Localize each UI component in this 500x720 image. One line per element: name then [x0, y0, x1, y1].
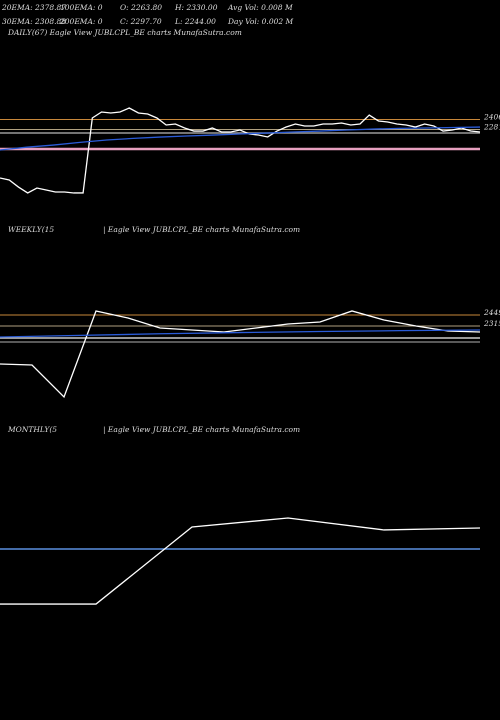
header-stat: Avg Vol: 0.008 M: [227, 3, 293, 12]
panel-title: MONTHLY(5: [7, 425, 57, 434]
level-label: 2281: [483, 123, 500, 132]
header-stat: O: 2263.80: [120, 3, 162, 12]
panel-subtitle: | Eagle View JUBLCPL_BE charts MunafaSut…: [103, 225, 300, 234]
price-line: [0, 310, 481, 399]
header-stat: H: 2330.00: [174, 3, 218, 12]
level-label: 2315: [483, 319, 500, 328]
header-stat: L: 2244.00: [174, 17, 216, 26]
price-line: [0, 126, 481, 151]
header-stat: 100EMA: 0: [60, 3, 103, 12]
panel-title: WEEKLY(15: [8, 225, 54, 234]
header-stat: Day Vol: 0.002 M: [227, 17, 294, 26]
header-stat: 30EMA: 2308.88: [2, 17, 66, 26]
panel-title: DAILY(67) Eagle View JUBLCPL_BE charts M…: [7, 28, 242, 37]
level-label: 2449: [483, 308, 500, 317]
header-stat: 20EMA: 2378.87: [1, 3, 66, 12]
header-stat: C: 2297.70: [120, 17, 162, 26]
price-line: [0, 329, 481, 338]
header-stat: 200EMA: 0: [59, 17, 103, 26]
level-label: 2406: [483, 113, 500, 122]
price-line: [0, 517, 481, 605]
panel-subtitle: | Eagle View JUBLCPL_BE charts MunafaSut…: [103, 425, 300, 434]
price-line: [0, 107, 481, 194]
